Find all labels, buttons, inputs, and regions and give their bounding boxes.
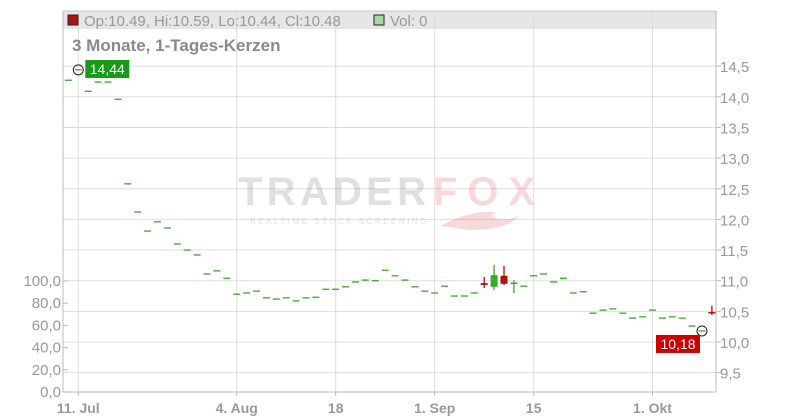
fox-tail-icon	[440, 210, 522, 230]
low-price-label: 10,18	[660, 336, 695, 352]
date-tick-label: 15	[526, 400, 542, 416]
ohlc-legend-swatch	[67, 14, 79, 26]
candle-body	[480, 283, 488, 285]
price-tick-label: 10,5	[720, 304, 749, 321]
date-tick-label: 11. Jul	[57, 400, 100, 416]
volume-tick-label: 100,0	[23, 273, 61, 290]
chart-title: 3 Monate, 1-Tages-Kerzen	[72, 36, 280, 55]
candle-body	[490, 275, 498, 287]
candles	[64, 69, 716, 332]
volume-axis: 0,0 20,0 40,0 60,0 80,0 100,0	[23, 273, 68, 401]
high-price-badge	[85, 60, 130, 78]
price-tick-label: 14,5	[720, 59, 749, 76]
low-price-badge	[656, 334, 700, 353]
price-tick-label: 12,0	[720, 212, 749, 229]
candle-up	[490, 264, 498, 290]
volume-tick-label: 20,0	[32, 362, 61, 379]
header-bar	[63, 11, 716, 29]
price-tick-label: 11,5	[720, 243, 748, 260]
high-marker-circle	[72, 64, 84, 76]
price-tick-label: 11,0	[720, 274, 748, 291]
price-tick-label: 14,0	[720, 90, 749, 107]
volume-legend-text: Vol: 0	[390, 13, 428, 30]
date-tick-label: 18	[328, 400, 344, 416]
volume-tick-label: 80,0	[32, 295, 61, 312]
price-tick-label: 12,5	[720, 182, 749, 199]
date-tick-label: 1. Okt	[633, 400, 672, 416]
price-tick-label: 9,5	[720, 366, 741, 383]
plot-frame	[62, 10, 717, 393]
candle-body	[510, 282, 518, 285]
date-axis: 11. Jul 4. Aug 18 1. Sep 15 1. Okt	[57, 392, 672, 416]
ohlc-legend-text: Op:10.49, Hi:10.59, Lo:10.44, Cl:10.48	[84, 13, 341, 30]
volume-tick-label: 0,0	[40, 384, 61, 401]
price-tick-label: 13,5	[720, 120, 749, 137]
date-tick-label: 4. Aug	[216, 400, 258, 416]
date-tick-label: 1. Sep	[414, 400, 455, 416]
candle-body	[500, 275, 508, 284]
candle-down	[500, 265, 508, 285]
volume-tick-label: 40,0	[32, 340, 61, 357]
volume-legend-swatch	[373, 14, 385, 26]
price-axis: 9,5 10,0 10,5 11,0 11,5 12,0 12,5 13,0 13,5 14,0 1…	[716, 59, 749, 383]
price-tick-label: 10,0	[720, 335, 749, 352]
watermark-fox: FOX	[433, 170, 535, 214]
candle-down	[708, 305, 716, 316]
candle-body	[708, 311, 716, 314]
grid	[63, 11, 716, 392]
watermark-tagline: REALTIME STOCK SCREENING	[250, 217, 429, 226]
candle-down	[480, 277, 488, 289]
candle-up	[510, 280, 518, 293]
watermark-logo: TRADER FOX REALTIME STOCK SCREENING	[238, 170, 535, 230]
markers: 14,44 10,18	[72, 60, 708, 353]
low-marker-circle	[696, 325, 708, 337]
watermark-trader: TRADER	[238, 170, 426, 214]
high-price-label: 14,44	[90, 61, 125, 77]
volume-tick-label: 60,0	[32, 317, 61, 334]
price-tick-label: 13,0	[720, 151, 749, 168]
